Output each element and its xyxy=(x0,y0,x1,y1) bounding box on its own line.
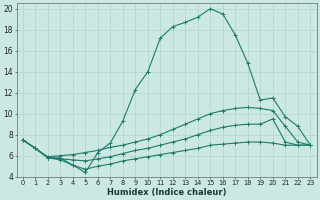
X-axis label: Humidex (Indice chaleur): Humidex (Indice chaleur) xyxy=(107,188,226,197)
